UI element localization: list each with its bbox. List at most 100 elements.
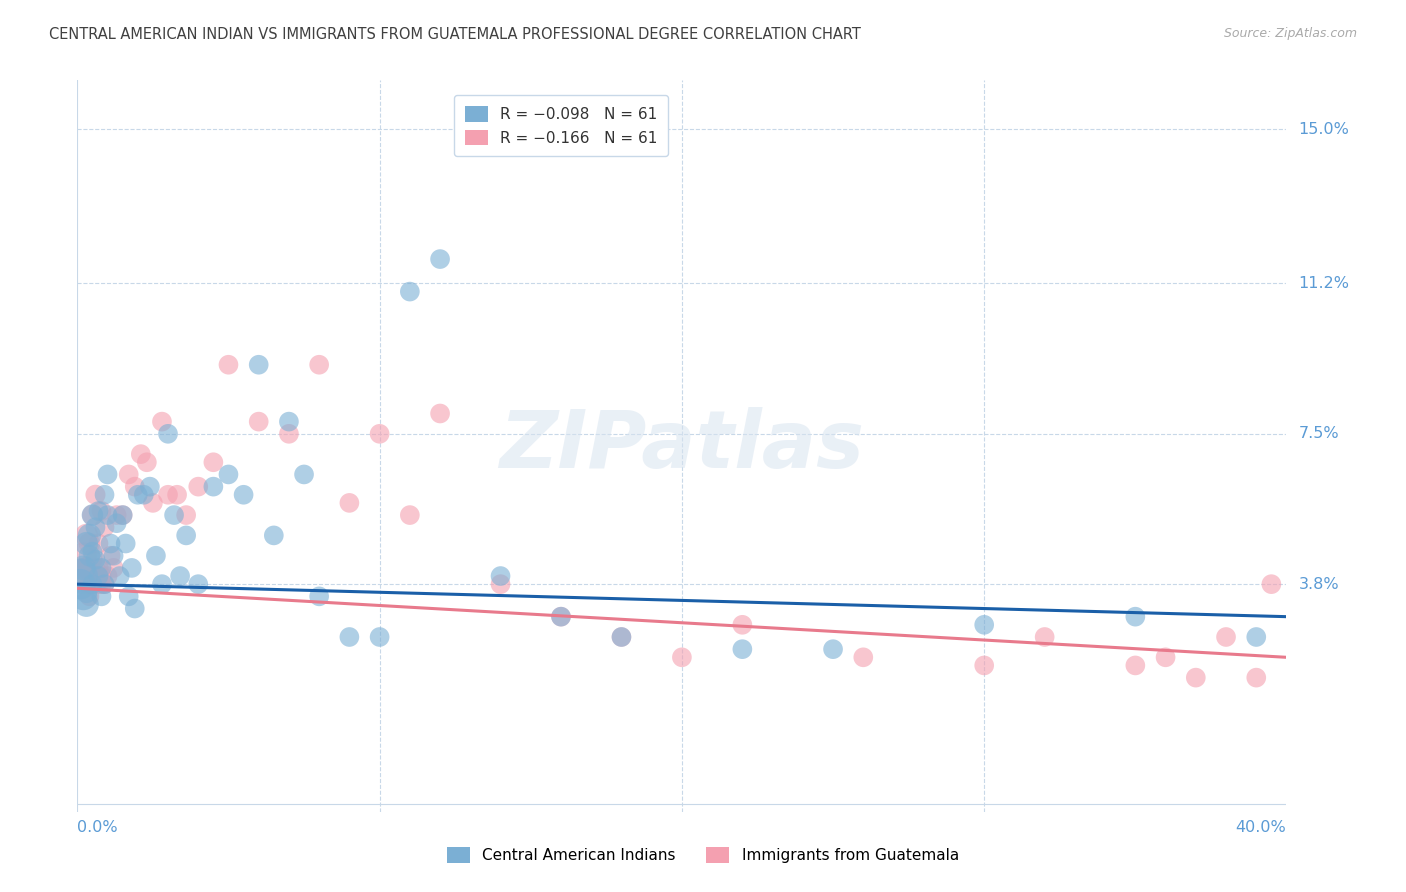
Legend: Central American Indians, Immigrants from Guatemala: Central American Indians, Immigrants fro… [440,839,966,871]
Text: CENTRAL AMERICAN INDIAN VS IMMIGRANTS FROM GUATEMALA PROFESSIONAL DEGREE CORRELA: CENTRAL AMERICAN INDIAN VS IMMIGRANTS FR… [49,27,860,42]
Point [218,467,240,482]
Point [82,544,104,558]
Point [75,536,97,550]
Point [157,488,180,502]
Point [1260,577,1282,591]
Point [79,577,101,591]
Point [87,536,110,550]
Point [82,577,104,591]
Point [72,561,94,575]
Point [69,577,91,591]
Point [90,561,112,575]
Point [489,569,512,583]
Point [100,536,122,550]
Point [96,467,118,482]
Point [96,508,118,522]
Point [852,650,875,665]
Point [111,508,134,522]
Point [75,561,97,575]
Point [100,549,122,563]
Point [72,549,94,563]
Point [731,642,754,657]
Point [1033,630,1056,644]
Point [75,528,97,542]
Point [145,549,167,563]
Point [1184,671,1206,685]
Point [72,561,94,575]
Point [263,528,285,542]
Point [337,630,360,644]
Text: Source: ZipAtlas.com: Source: ZipAtlas.com [1223,27,1357,40]
Point [118,467,141,482]
Point [69,569,91,583]
Point [79,528,101,542]
Point [166,488,188,502]
Point [75,598,97,612]
Point [489,577,512,591]
Point [399,508,422,522]
Point [142,496,165,510]
Point [1123,609,1146,624]
Text: 3.8%: 3.8% [1299,576,1339,591]
Point [111,508,134,522]
Point [87,569,110,583]
Point [90,577,112,591]
Point [202,455,225,469]
Point [1215,630,1237,644]
Point [174,528,197,542]
Point [93,577,115,591]
Point [82,508,104,522]
Point [96,569,118,583]
Point [90,590,112,604]
Point [118,590,141,604]
Point [232,488,254,502]
Point [93,577,115,591]
Point [163,508,186,522]
Point [84,488,107,502]
Point [105,508,128,522]
Point [1154,650,1177,665]
Point [174,508,197,522]
Point [278,415,301,429]
Point [218,358,240,372]
Point [75,569,97,583]
Point [84,561,107,575]
Point [79,549,101,563]
Point [368,426,391,441]
Point [124,601,146,615]
Text: 40.0%: 40.0% [1236,820,1286,835]
Legend: R = −0.098   N = 61, R = −0.166   N = 61: R = −0.098 N = 61, R = −0.166 N = 61 [454,95,668,156]
Point [157,426,180,441]
Point [973,658,995,673]
Point [368,630,391,644]
Point [150,415,173,429]
Point [121,561,143,575]
Point [337,496,360,510]
Point [84,569,107,583]
Point [132,488,155,502]
Point [187,577,209,591]
Point [108,569,131,583]
Point [72,590,94,604]
Point [1246,671,1268,685]
Point [84,520,107,534]
Point [75,585,97,599]
Text: 7.5%: 7.5% [1299,426,1339,442]
Point [84,553,107,567]
Point [202,480,225,494]
Point [610,630,633,644]
Point [1123,658,1146,673]
Point [671,650,693,665]
Point [129,447,152,461]
Point [308,590,330,604]
Point [79,536,101,550]
Point [135,455,157,469]
Point [550,609,572,624]
Point [103,561,125,575]
Point [308,358,330,372]
Point [103,549,125,563]
Point [82,553,104,567]
Point [429,252,451,266]
Point [93,488,115,502]
Point [79,590,101,604]
